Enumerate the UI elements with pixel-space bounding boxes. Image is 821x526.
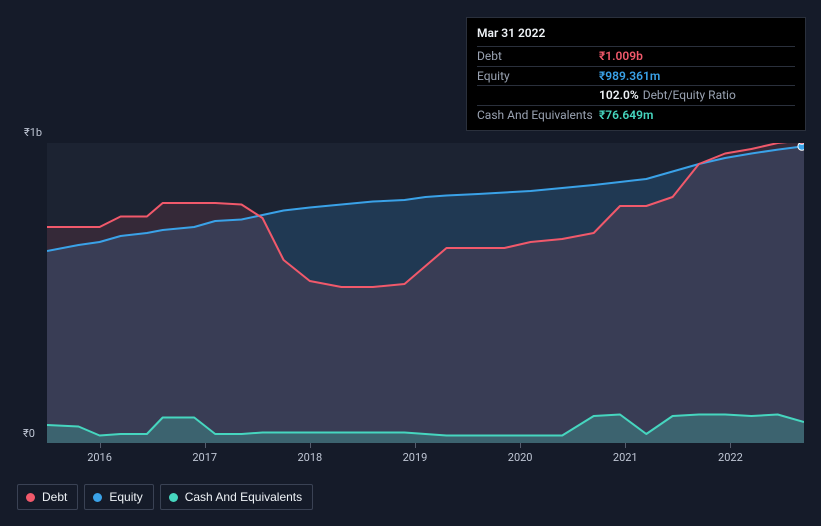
x-axis-label: 2017 [192,451,217,464]
x-axis: 2016 2017 2018 2019 2020 2021 2022 [47,443,804,473]
x-tick [625,443,626,448]
tooltip-key-cash: Cash And Equivalents [477,108,599,122]
legend-item-debt[interactable]: Debt [17,484,78,510]
x-axis-label: 2022 [718,451,743,464]
legend-dot-debt-icon [26,493,35,502]
data-tooltip: Mar 31 2022 Debt ₹1.009b Equity ₹989.361… [466,17,806,131]
x-tick [415,443,416,448]
tooltip-row-cash: Cash And Equivalents ₹76.649m [477,105,795,124]
legend-dot-equity-icon [93,493,102,502]
plot-area[interactable] [47,143,804,443]
legend-item-equity[interactable]: Equity [84,484,153,510]
x-tick [310,443,311,448]
x-tick [520,443,521,448]
legend-label-cash: Cash And Equivalents [185,490,302,504]
x-tick [205,443,206,448]
legend: Debt Equity Cash And Equivalents [17,484,313,510]
tooltip-date: Mar 31 2022 [477,26,795,40]
x-axis-label: 2020 [508,451,533,464]
x-axis-label: 2019 [403,451,428,464]
legend-dot-cash-icon [169,493,178,502]
tooltip-row-debt: Debt ₹1.009b [477,46,795,65]
tooltip-val-debt: ₹1.009b [599,49,643,63]
x-axis-label: 2018 [297,451,322,464]
legend-label-debt: Debt [42,490,67,504]
tooltip-row-equity: Equity ₹989.361m [477,66,795,85]
chart-container: Mar 31 2022 Debt ₹1.009b Equity ₹989.361… [0,0,821,526]
y-axis-label-top: ₹1b [24,126,42,139]
y-axis-label-bottom: ₹0 [23,427,35,440]
x-tick [730,443,731,448]
ratio-sub: Debt/Equity Ratio [643,88,736,102]
tooltip-key-debt: Debt [477,49,599,63]
tooltip-key-equity: Equity [477,69,599,83]
tooltip-val-cash: ₹76.649m [599,108,653,122]
tooltip-key-ratio [477,88,599,102]
legend-label-equity: Equity [109,490,142,504]
x-tick [100,443,101,448]
legend-item-cash[interactable]: Cash And Equivalents [160,484,313,510]
tooltip-val-ratio: 102.0% Debt/Equity Ratio [599,88,736,102]
tooltip-row-ratio: 102.0% Debt/Equity Ratio [477,85,795,104]
x-axis-label: 2021 [613,451,638,464]
ratio-value: 102.0% [599,88,639,102]
tooltip-val-equity: ₹989.361m [599,69,660,83]
x-axis-label: 2016 [87,451,112,464]
